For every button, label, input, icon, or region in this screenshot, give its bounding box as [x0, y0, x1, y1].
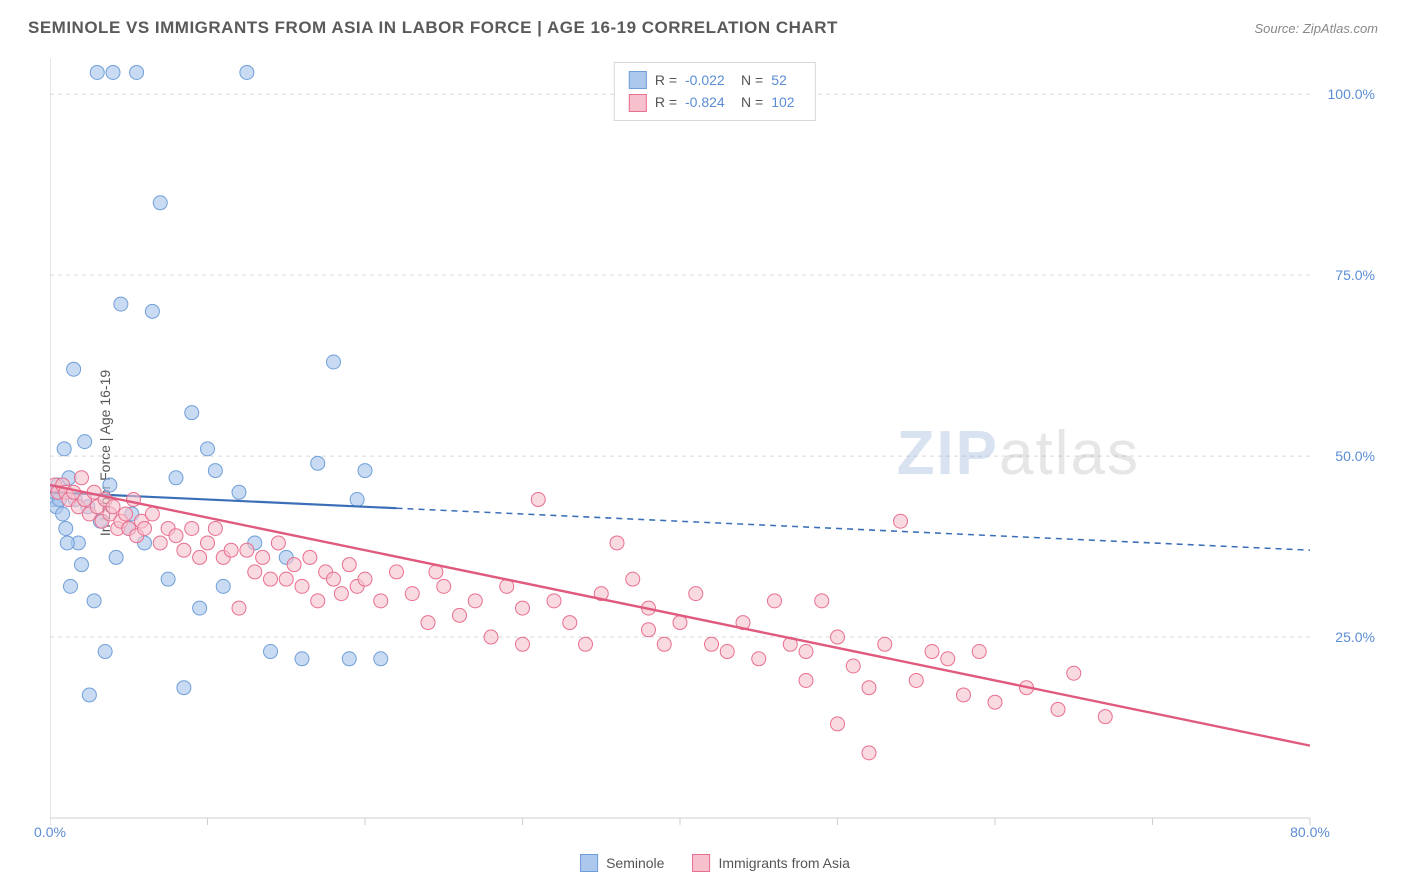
legend-series: Seminole Immigrants from Asia	[580, 854, 850, 872]
legend-swatch-icon	[629, 71, 647, 89]
legend-label: Immigrants from Asia	[718, 855, 849, 871]
legend-swatch-icon	[580, 854, 598, 872]
y-tick-label: 75.0%	[1335, 267, 1375, 283]
legend-stat-row: R = -0.022 N = 52	[629, 69, 801, 91]
legend-stats: R = -0.022 N = 52 R = -0.824 N = 102	[614, 62, 816, 121]
legend-r-label: R =	[655, 91, 677, 113]
legend-n-label: N =	[741, 91, 763, 113]
y-tick-label: 100.0%	[1328, 86, 1375, 102]
legend-swatch-icon	[692, 854, 710, 872]
scatter-plot	[50, 58, 1380, 848]
legend-n-value: 102	[771, 91, 801, 113]
legend-label: Seminole	[606, 855, 664, 871]
x-tick-label: 80.0%	[1290, 824, 1330, 840]
legend-item: Seminole	[580, 854, 664, 872]
legend-stat-row: R = -0.824 N = 102	[629, 91, 801, 113]
legend-n-value: 52	[771, 69, 801, 91]
y-tick-label: 50.0%	[1335, 448, 1375, 464]
plot-container: In Labor Force | Age 16-19 R =-0.022N =5…	[50, 58, 1380, 848]
legend-r-value: -0.824	[685, 91, 733, 113]
legend-r-value: -0.022	[685, 69, 733, 91]
x-tick-label: 0.0%	[34, 824, 66, 840]
source-label: Source: ZipAtlas.com	[1254, 21, 1378, 36]
chart-title: SEMINOLE VS IMMIGRANTS FROM ASIA IN LABO…	[28, 18, 838, 38]
legend-item: Immigrants from Asia	[692, 854, 849, 872]
legend-swatch-icon	[629, 94, 647, 112]
y-tick-label: 25.0%	[1335, 629, 1375, 645]
legend-r-label: R =	[655, 69, 677, 91]
legend-n-label: N =	[741, 69, 763, 91]
